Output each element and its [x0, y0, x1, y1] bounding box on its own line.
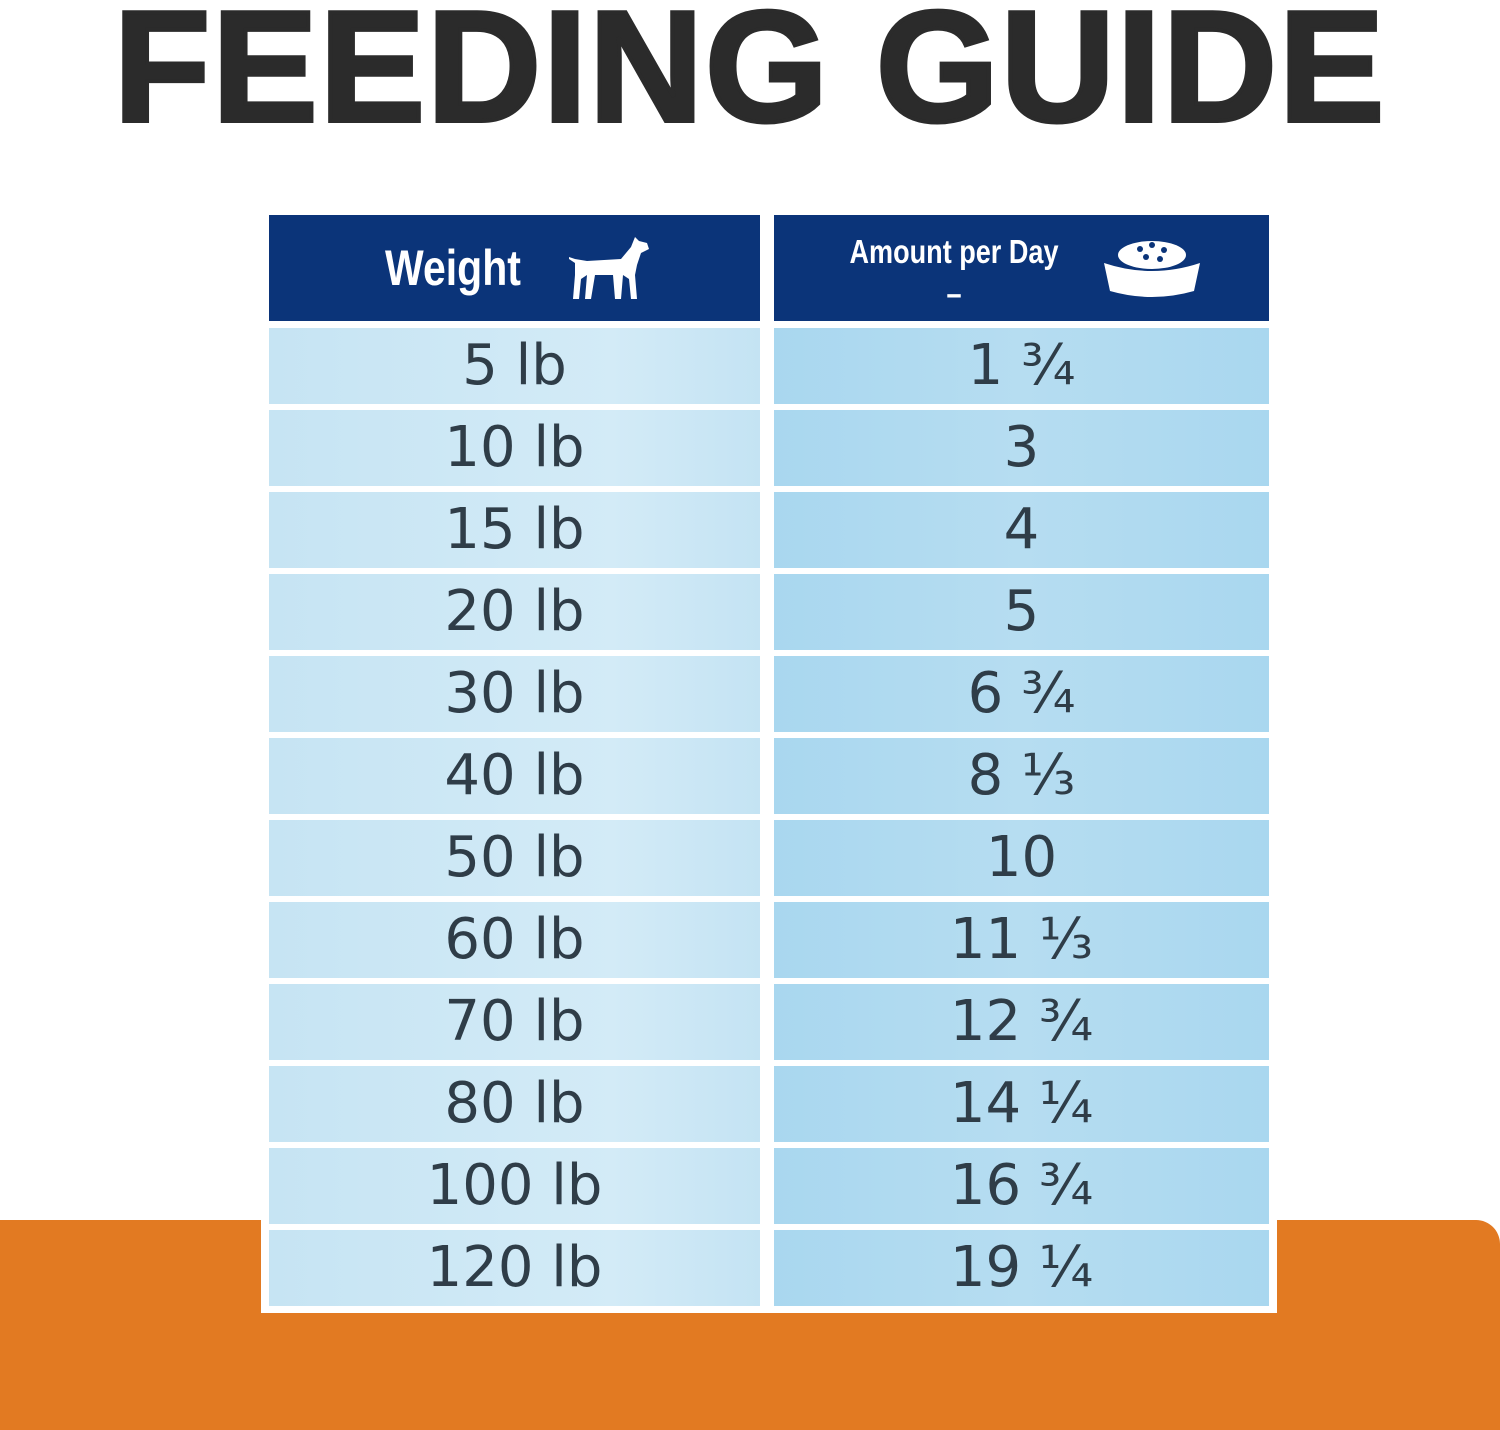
- weight-cell: 60 lb: [269, 902, 760, 978]
- amount-cell: 16 ¾: [774, 1148, 1269, 1224]
- amount-cell: 1 ¾: [774, 328, 1269, 404]
- title: FEEDING GUIDE: [112, 0, 1387, 155]
- amount-cell: 11 ⅓: [774, 902, 1269, 978]
- weight-cell: 10 lb: [269, 410, 760, 486]
- amount-cell: 12 ¾: [774, 984, 1269, 1060]
- weight-cell: 20 lb: [269, 574, 760, 650]
- weight-cell: 50 lb: [269, 820, 760, 896]
- amount-cell: 19 ¼: [774, 1230, 1269, 1306]
- weight-cell: 5 lb: [269, 328, 760, 404]
- dog-icon: [569, 237, 649, 299]
- amount-cell: 8 ⅓: [774, 738, 1269, 814]
- header-cell: Weight: [269, 215, 760, 321]
- weight-cell: 70 lb: [269, 984, 760, 1060]
- amount-cell: 14 ¼: [774, 1066, 1269, 1142]
- amount-cell: 6 ¾: [774, 656, 1269, 732]
- bowl-icon: [1104, 241, 1200, 297]
- amount-cell: 10: [774, 820, 1269, 896]
- header-line: Amount per Day –: [849, 233, 1059, 312]
- amount-cell: 4: [774, 492, 1269, 568]
- weight-cell: 100 lb: [269, 1148, 760, 1224]
- weight-cell: 30 lb: [269, 656, 760, 732]
- amount-cell: 5: [774, 574, 1269, 650]
- weight-cell: 120 lb: [269, 1230, 760, 1306]
- weight-cell: 15 lb: [269, 492, 760, 568]
- weight-cell: 40 lb: [269, 738, 760, 814]
- weight-cell: 80 lb: [269, 1066, 760, 1142]
- header-cell: Amount per Day – 5.5 oz cans: [774, 215, 1269, 354]
- amount-cell: 3: [774, 410, 1269, 486]
- header-text: Weight: [385, 240, 521, 296]
